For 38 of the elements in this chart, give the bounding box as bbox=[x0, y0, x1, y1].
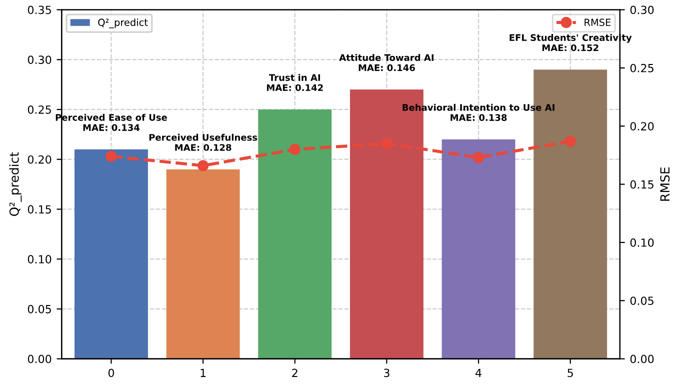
point bbox=[564, 136, 576, 147]
y2-tick-label: 0.10 bbox=[630, 238, 654, 247]
y-tick-label: 0.00 bbox=[28, 354, 52, 364]
y2-tick-label: 0.25 bbox=[630, 64, 654, 72]
bar bbox=[442, 139, 516, 359]
legend-label: Q²_predict bbox=[98, 18, 148, 28]
point bbox=[289, 144, 300, 155]
y-tick-label: 0.20 bbox=[28, 155, 52, 164]
y2-axis-title: RMSE bbox=[660, 167, 670, 201]
y-tick-label: 0.10 bbox=[28, 255, 52, 264]
point bbox=[198, 160, 209, 172]
annotation: Trust in AI MAE: 0.142 bbox=[266, 74, 323, 92]
annotation: Perceived Usefulness MAE: 0.128 bbox=[149, 134, 258, 151]
bar bbox=[166, 169, 240, 359]
y-tick-label: 0.25 bbox=[28, 105, 51, 114]
x-tick-label: 1 bbox=[200, 368, 206, 377]
y2-tick-label: 0.15 bbox=[630, 180, 654, 189]
y2-tick-label: 0.00 bbox=[630, 354, 654, 364]
y-axis-title: Q²_predict bbox=[9, 152, 22, 216]
point bbox=[472, 152, 484, 164]
x-tick-label: 3 bbox=[384, 368, 390, 378]
y-tick-label: 0.05 bbox=[28, 304, 51, 314]
y2-tick-label: 0.05 bbox=[630, 296, 654, 306]
x-tick-label: 4 bbox=[476, 368, 482, 377]
annotation: Attitude Toward AI MAE: 0.146 bbox=[339, 54, 434, 72]
y2-tick-label: 0.30 bbox=[630, 6, 654, 14]
x-tick-label: 5 bbox=[568, 368, 573, 378]
x-tick-label: 2 bbox=[292, 368, 298, 377]
legend-label: RMSE bbox=[584, 18, 611, 26]
y-tick-label: 0.15 bbox=[28, 205, 51, 214]
y-tick-label: 0.30 bbox=[28, 56, 52, 64]
bar bbox=[258, 109, 332, 359]
point bbox=[381, 138, 392, 150]
point bbox=[106, 150, 117, 162]
bar bbox=[74, 149, 148, 359]
x-tick-label: 0 bbox=[108, 368, 114, 378]
y2-tick-label: 0.20 bbox=[630, 122, 654, 130]
y-tick-label: 0.35 bbox=[28, 6, 51, 14]
